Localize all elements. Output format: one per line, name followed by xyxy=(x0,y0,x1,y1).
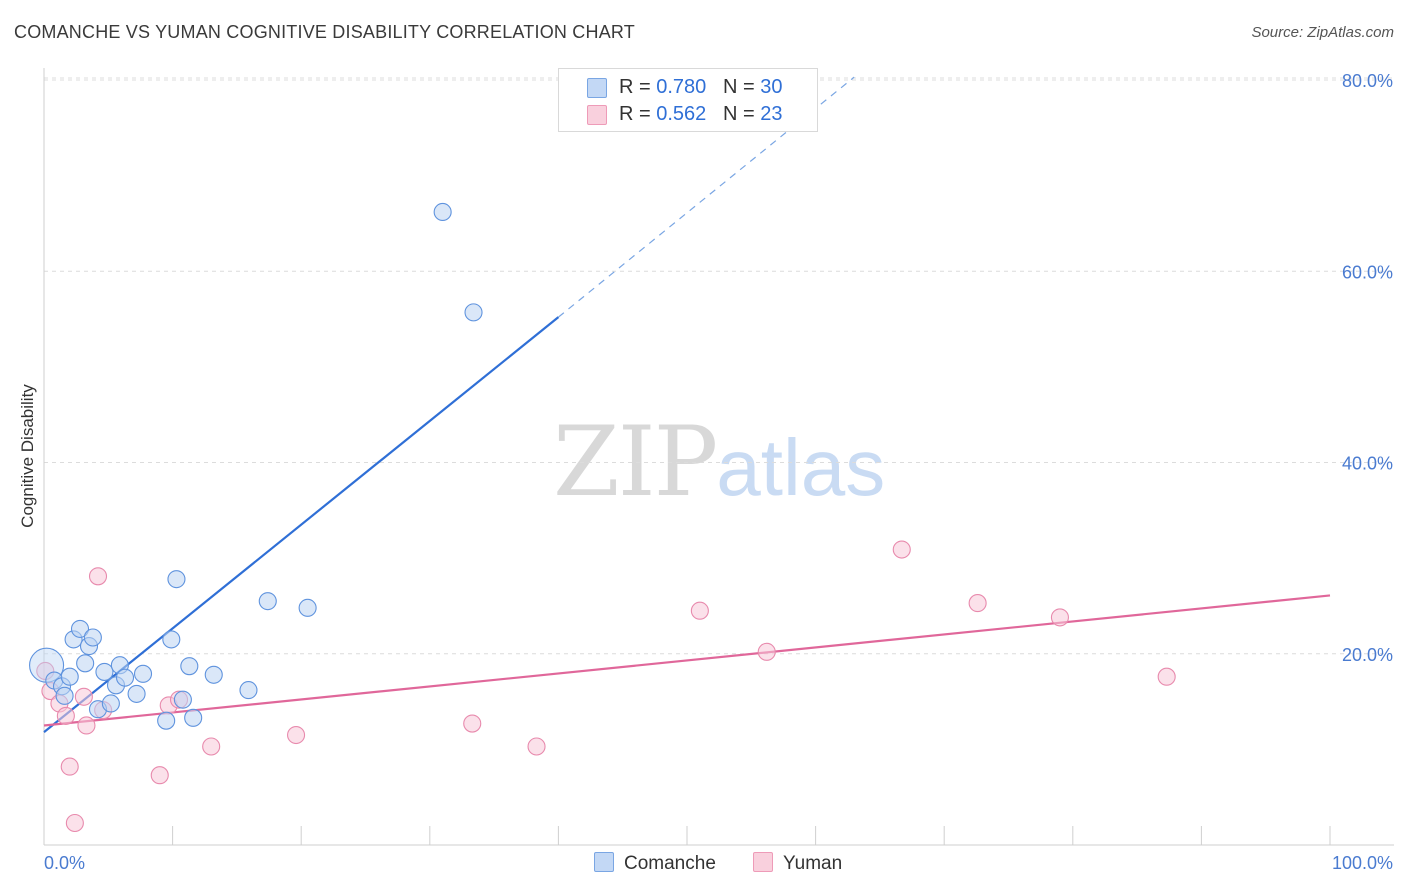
comanche-point xyxy=(184,708,203,727)
x-tick-label-min: 0.0% xyxy=(44,853,85,873)
yuman-point xyxy=(690,601,709,620)
comanche-point xyxy=(76,654,95,673)
comanche-point xyxy=(204,665,223,684)
comanche-legend-swatch xyxy=(594,852,614,872)
yuman-point xyxy=(56,706,75,725)
yuman-n-label: N = xyxy=(722,103,761,125)
yuman-n-value: 23 xyxy=(760,103,783,125)
y-tick-label: 40.0% xyxy=(1342,454,1393,474)
yuman-point xyxy=(77,716,96,735)
yuman-point xyxy=(60,757,79,776)
comanche-point xyxy=(70,619,90,638)
comanche-point xyxy=(258,592,277,611)
yuman-point xyxy=(968,594,987,613)
yuman-point xyxy=(892,540,911,559)
comanche-point xyxy=(95,662,114,681)
yuman-point xyxy=(65,813,84,833)
comanche-point xyxy=(60,667,79,686)
yuman-point xyxy=(527,737,546,756)
yuman-point xyxy=(1157,667,1176,686)
comanche-n-value: 30 xyxy=(760,76,783,98)
comanche-n-label: N = xyxy=(722,76,761,98)
comanche-point xyxy=(127,684,146,703)
yuman-point xyxy=(287,725,306,745)
comanche-point xyxy=(173,690,192,709)
yuman-point xyxy=(150,766,169,785)
comanche-trend-line xyxy=(43,316,560,734)
yuman-trend-line xyxy=(43,594,1331,727)
comanche-point xyxy=(433,202,452,222)
bottom-legend-comanche: Comanche xyxy=(594,852,716,875)
y-tick-label: 20.0% xyxy=(1342,645,1393,665)
tick-labels: 20.0% 40.0% 60.0% 80.0% 0.0% 100.0% xyxy=(44,71,1393,873)
yuman-point xyxy=(757,642,776,661)
comanche-point xyxy=(55,686,74,705)
comanche-point xyxy=(133,664,153,683)
yuman-legend-label: Yuman xyxy=(783,853,843,874)
axes xyxy=(43,68,1394,846)
comanche-point xyxy=(167,570,186,589)
data-points xyxy=(29,202,1176,833)
yuman-legend-swatch xyxy=(753,852,773,872)
yuman-point xyxy=(74,687,93,706)
source-attribution: Source: ZipAtlas.com xyxy=(1251,24,1394,41)
comanche-point xyxy=(162,630,181,649)
comanche-point xyxy=(464,303,483,322)
yuman-r-label: R = xyxy=(619,103,657,125)
comanche-r-label: R = xyxy=(619,76,657,98)
comanche-point xyxy=(83,628,102,647)
comanche-r-value: 0.780 xyxy=(656,76,707,98)
comanche-point xyxy=(239,681,258,700)
yuman-swatch xyxy=(587,105,607,125)
comanche-swatch xyxy=(587,78,607,98)
bottom-legend-yuman: Yuman xyxy=(753,852,842,875)
correlation-legend: R = 0.780 N = 30 R = 0.562 N = 23 xyxy=(558,68,818,132)
comanche-point xyxy=(298,598,317,617)
trend-lines xyxy=(43,76,1331,734)
y-tick-label: 60.0% xyxy=(1342,262,1393,282)
y-tick-label: 80.0% xyxy=(1342,71,1393,91)
comanche-point xyxy=(101,694,120,713)
comanche-legend-label: Comanche xyxy=(624,853,716,874)
yuman-point xyxy=(1050,608,1069,627)
comanche-point xyxy=(157,711,176,730)
comanche-point xyxy=(115,668,135,687)
chart-title: COMANCHE VS YUMAN COGNITIVE DISABILITY C… xyxy=(14,22,635,42)
yuman-point xyxy=(88,567,108,586)
yuman-point xyxy=(202,737,221,756)
comanche-point xyxy=(180,657,199,676)
yuman-point xyxy=(463,714,482,733)
yuman-r-value: 0.562 xyxy=(656,103,707,125)
x-tick-label-max: 100.0% xyxy=(1332,853,1393,873)
